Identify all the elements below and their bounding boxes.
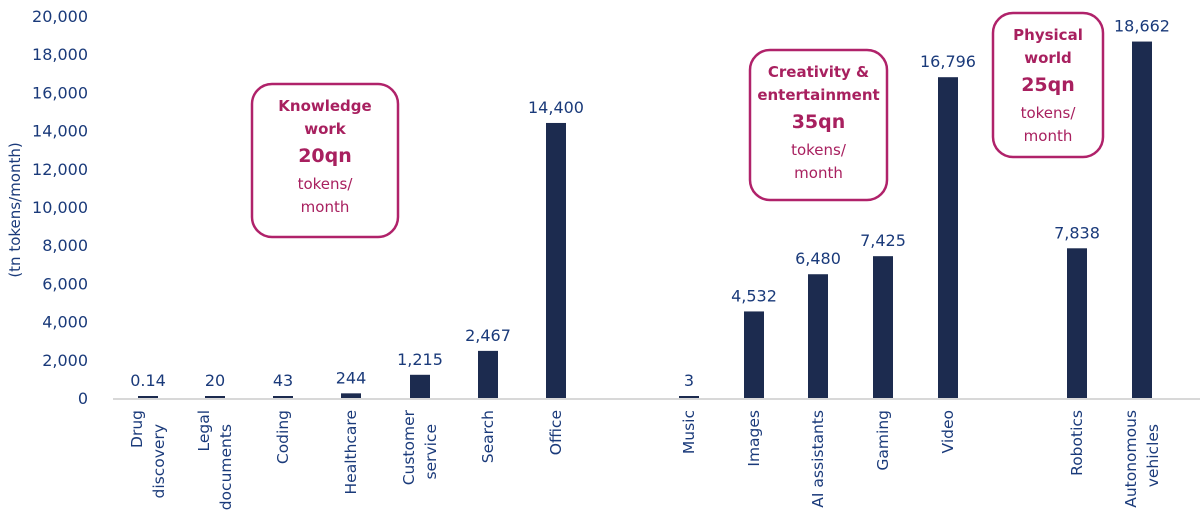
- x-tick-label: Gaming: [874, 410, 892, 471]
- bar: [744, 311, 764, 398]
- annotation-total: 20qn: [298, 145, 352, 167]
- bar: [1067, 248, 1087, 398]
- bars: 0.14 Drug discovery 20 Legal documents 43 Codin…: [128, 17, 1170, 511]
- annotation-box: Creativity & entertainment 35qn tokens/mont…: [748, 48, 889, 202]
- bar: [138, 396, 158, 398]
- x-tick-label: discovery: [150, 424, 168, 498]
- data-label: 2,467: [465, 326, 511, 345]
- data-label: 6,480: [795, 249, 841, 268]
- annotation-unit: tokens/: [298, 175, 354, 193]
- annotation-unit: tokens/: [1021, 104, 1077, 122]
- data-label: 3: [684, 371, 694, 390]
- y-tick-label: 8,000: [42, 236, 88, 255]
- x-tick-label: Healthcare: [342, 410, 360, 495]
- x-tick-label: Robotics: [1068, 410, 1086, 476]
- y-axis-label: (tn tokens/month): [6, 142, 24, 277]
- bar: [679, 396, 699, 398]
- annotation-title: work: [304, 120, 347, 138]
- annotation-unit: month: [301, 198, 350, 216]
- annotation-unit: month: [794, 164, 843, 182]
- data-label: 7,838: [1054, 223, 1100, 242]
- x-tick-label: Customer: [400, 409, 418, 485]
- x-tick-label: documents: [217, 424, 235, 510]
- x-tick-label: Drug: [128, 410, 146, 448]
- y-tick-label: 20,000: [32, 7, 88, 26]
- x-tick-label: Legal: [195, 410, 213, 452]
- y-tick-label: 6,000: [42, 274, 88, 293]
- bar: [546, 122, 566, 399]
- annotation-total: 35qn: [792, 111, 846, 133]
- bar: [808, 274, 828, 398]
- data-label: 0.14: [130, 371, 166, 390]
- annotation-title: Knowledge: [278, 97, 371, 115]
- y-tick-label: 2,000: [42, 351, 88, 370]
- bar: [873, 256, 893, 398]
- annotation-title: Physical: [1013, 26, 1083, 44]
- y-tick-label: 0: [78, 389, 88, 408]
- y-tick-label: 10,000: [32, 198, 88, 217]
- x-tick-label: AI assistants: [809, 410, 827, 508]
- x-tick-label: Coding: [274, 410, 292, 464]
- data-label: 1,215: [397, 350, 443, 369]
- data-label: 244: [336, 368, 367, 387]
- annotation-box: Physical world 25qn tokens/month: [991, 11, 1105, 159]
- x-tick-label: Music: [680, 410, 698, 454]
- data-label: 7,425: [860, 231, 906, 250]
- annotations: Knowledgework20qntokens/monthCreativity …: [250, 11, 1105, 239]
- bar: [410, 374, 430, 398]
- x-tick-label: Search: [479, 410, 497, 463]
- x-tick-label: service: [422, 424, 440, 480]
- bar: [341, 393, 361, 398]
- y-tick-label: 12,000: [32, 160, 88, 179]
- data-label: 20: [205, 371, 225, 390]
- annotation-box: Knowledge work 20qn tokens/month: [250, 82, 400, 239]
- bar: [273, 396, 293, 398]
- data-label: 18,662: [1114, 17, 1170, 36]
- y-tick-label: 18,000: [32, 45, 88, 64]
- y-tick-label: 4,000: [42, 313, 88, 332]
- annotation-unit: month: [1024, 127, 1073, 145]
- bar: [1132, 41, 1152, 399]
- x-tick-label: Images: [745, 410, 763, 467]
- data-label: 43: [273, 371, 293, 390]
- bar: [478, 350, 498, 398]
- x-tick-label: Autonomous: [1122, 410, 1140, 508]
- annotation-unit: tokens/: [791, 141, 847, 159]
- y-tick-label: 16,000: [32, 83, 88, 102]
- data-label: 4,532: [731, 286, 777, 305]
- annotation-title: Creativity &: [768, 63, 869, 81]
- annotation-title: world: [1024, 49, 1071, 67]
- x-tick-label: Video: [939, 410, 957, 453]
- data-label: 14,400: [528, 98, 584, 117]
- x-tick-label: vehicles: [1144, 424, 1162, 487]
- x-tick-label: Office: [547, 410, 565, 455]
- data-label: 16,796: [920, 52, 976, 71]
- annotation-title: entertainment: [757, 86, 879, 104]
- y-axis: 0 2,000 4,000 6,000 8,000 10,000 12,000 14,000 1…: [32, 7, 88, 408]
- bar: [938, 77, 958, 398]
- bar: [205, 396, 225, 398]
- annotation-total: 25qn: [1021, 74, 1075, 96]
- y-tick-label: 14,000: [32, 122, 88, 141]
